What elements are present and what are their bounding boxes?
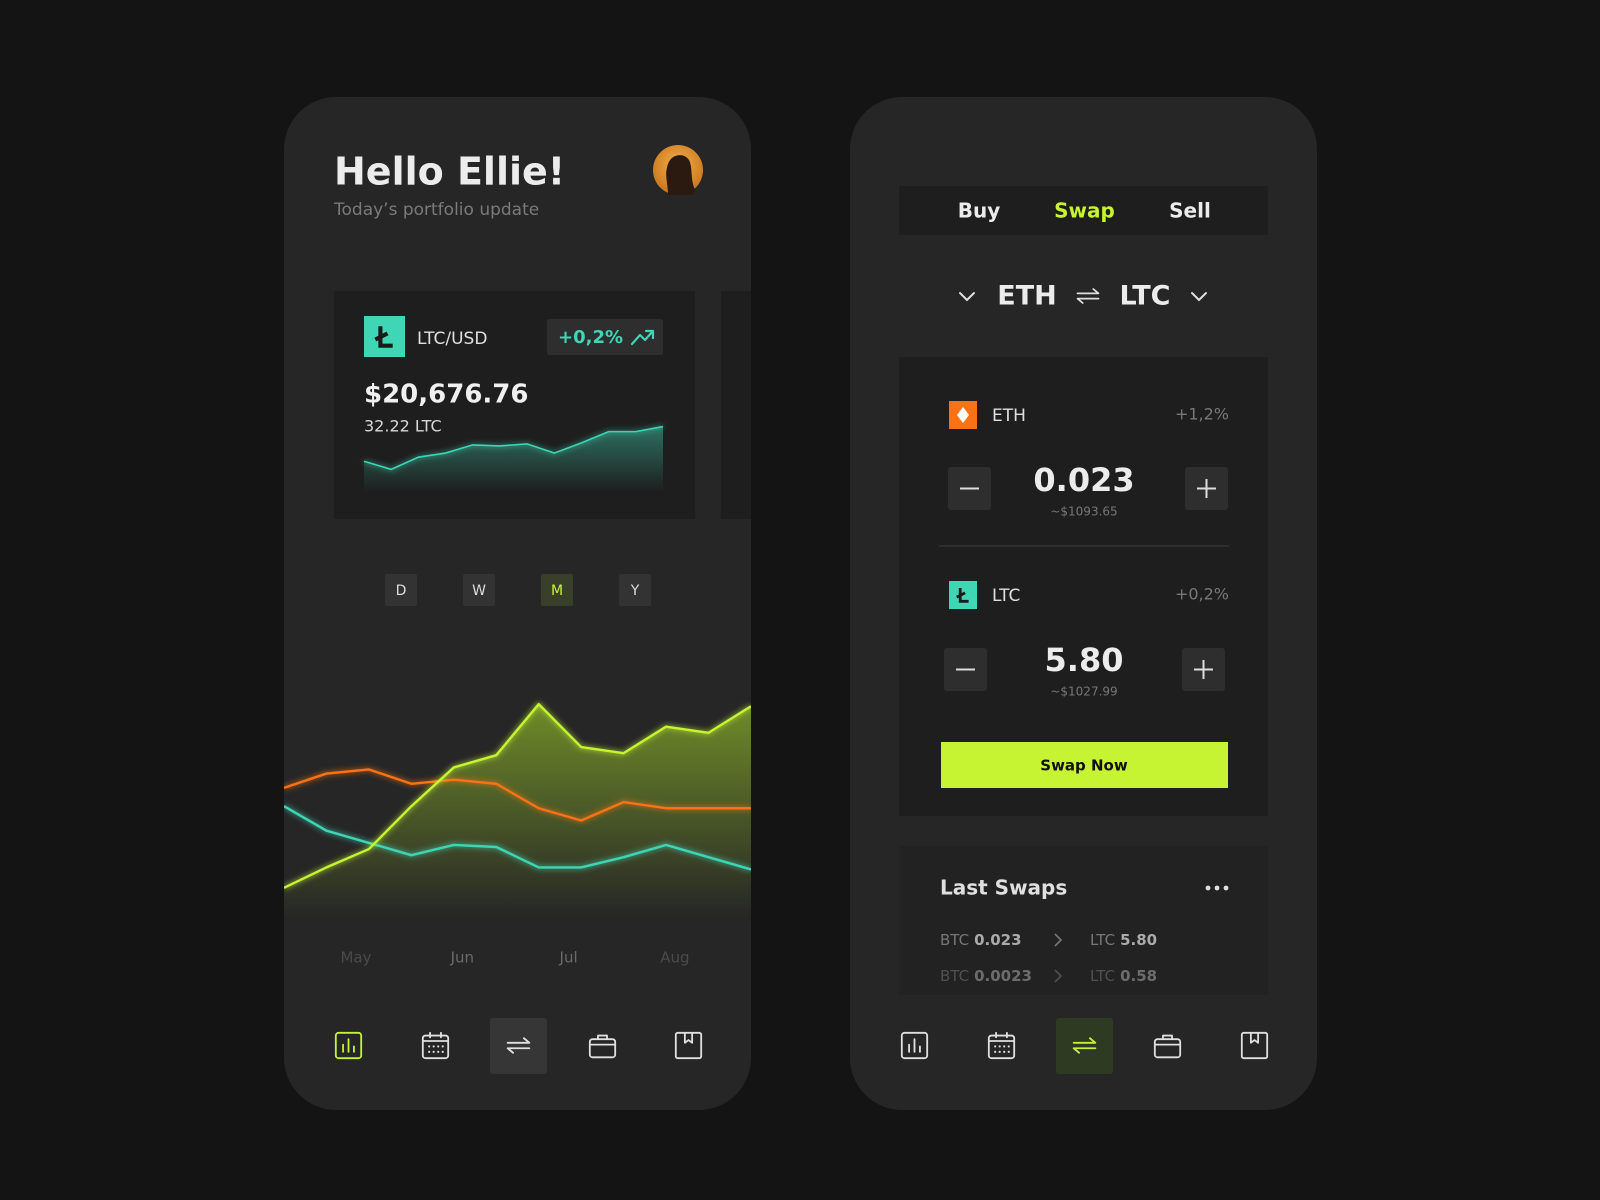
swap-symbol: LTC: [1090, 931, 1115, 949]
pair-to[interactable]: LTC: [1120, 281, 1171, 312]
swap-side: LTC 5.80: [1090, 931, 1157, 949]
asset-change: +1,2%: [1175, 405, 1229, 424]
swap-chevron: [1054, 933, 1063, 947]
tab-bar: [899, 186, 1268, 235]
last-swaps-card: [899, 846, 1268, 995]
subtitle: Today’s portfolio update: [333, 200, 539, 220]
sparkline: [363, 425, 664, 471]
month-label: Jul: [559, 949, 578, 967]
swap-row[interactable]: BTC 0.023 LTC 5.80: [940, 931, 1157, 949]
asset-usd: ~$1027.99: [1050, 685, 1117, 699]
period-label[interactable]: Y: [630, 583, 640, 599]
nav-active-bg: [1056, 1018, 1113, 1074]
trend-icon: [630, 329, 655, 346]
last-swaps-title: Last Swaps: [940, 876, 1067, 900]
period-label[interactable]: D: [396, 583, 407, 599]
eth-glyph: [957, 407, 969, 423]
pair-from[interactable]: ETH: [997, 281, 1056, 312]
swap-side: LTC 0.58: [1090, 967, 1157, 985]
swap-symbol: LTC: [1090, 967, 1115, 985]
swap-side: BTC 0.023: [940, 931, 1022, 949]
period-button[interactable]: [463, 574, 495, 606]
swap-amount: 0.58: [1120, 967, 1157, 985]
sparkline-area: [364, 426, 663, 492]
plus-icon[interactable]: [1197, 479, 1216, 498]
month-label: May: [340, 949, 371, 967]
tab[interactable]: Sell: [1169, 199, 1211, 223]
chart-line: [284, 703, 751, 889]
period-label[interactable]: W: [472, 583, 486, 599]
holding: 32.22 LTC: [364, 417, 442, 436]
more-menu[interactable]: [1205, 885, 1229, 891]
swap-chevron: [1054, 969, 1063, 983]
asset-symbol: LTC: [992, 586, 1020, 606]
period-button[interactable]: [385, 574, 417, 606]
pair-label: LTC/USD: [417, 329, 487, 349]
change: +0,2%: [558, 327, 623, 348]
month-label: Jun: [450, 949, 474, 967]
change-badge: [547, 319, 663, 355]
swap-button-label[interactable]: Swap Now: [1040, 757, 1128, 775]
nav-active-bg: [490, 1018, 547, 1074]
swap-amount: 5.80: [1120, 931, 1157, 949]
period-button[interactable]: [619, 574, 651, 606]
swap-amount: 0.0023: [974, 967, 1032, 985]
tab[interactable]: Swap: [1054, 199, 1115, 223]
swap-side: BTC 0.0023: [940, 967, 1032, 985]
asset-usd: ~$1093.65: [1050, 505, 1117, 519]
asset-symbol: ETH: [992, 406, 1026, 426]
avatar[interactable]: [653, 145, 703, 195]
month-label: Aug: [660, 949, 689, 967]
to-dropdown[interactable]: [1191, 292, 1207, 302]
asset-amount: 0.023: [1033, 461, 1134, 499]
swap-symbol: BTC: [940, 931, 969, 949]
swap-button[interactable]: [941, 742, 1228, 788]
chart-line: [284, 805, 751, 871]
from-dropdown[interactable]: [959, 292, 975, 302]
tab[interactable]: Buy: [958, 199, 1001, 223]
period-button[interactable]: [541, 574, 573, 606]
next-card[interactable]: [721, 291, 781, 519]
greeting: Hello Ellie!: [334, 150, 565, 194]
period-label[interactable]: M: [551, 583, 563, 599]
plus-icon[interactable]: [1194, 660, 1213, 679]
price: $20,676.76: [364, 380, 528, 410]
swap-amount: 0.023: [974, 931, 1021, 949]
chart-area: [284, 704, 751, 918]
asset-change: +0,2%: [1175, 585, 1229, 604]
swap-symbol: BTC: [940, 967, 969, 985]
asset-amount: 5.80: [1045, 641, 1124, 679]
chart-line: [284, 768, 751, 822]
swap-row[interactable]: BTC 0.0023 LTC 0.58: [940, 967, 1157, 985]
